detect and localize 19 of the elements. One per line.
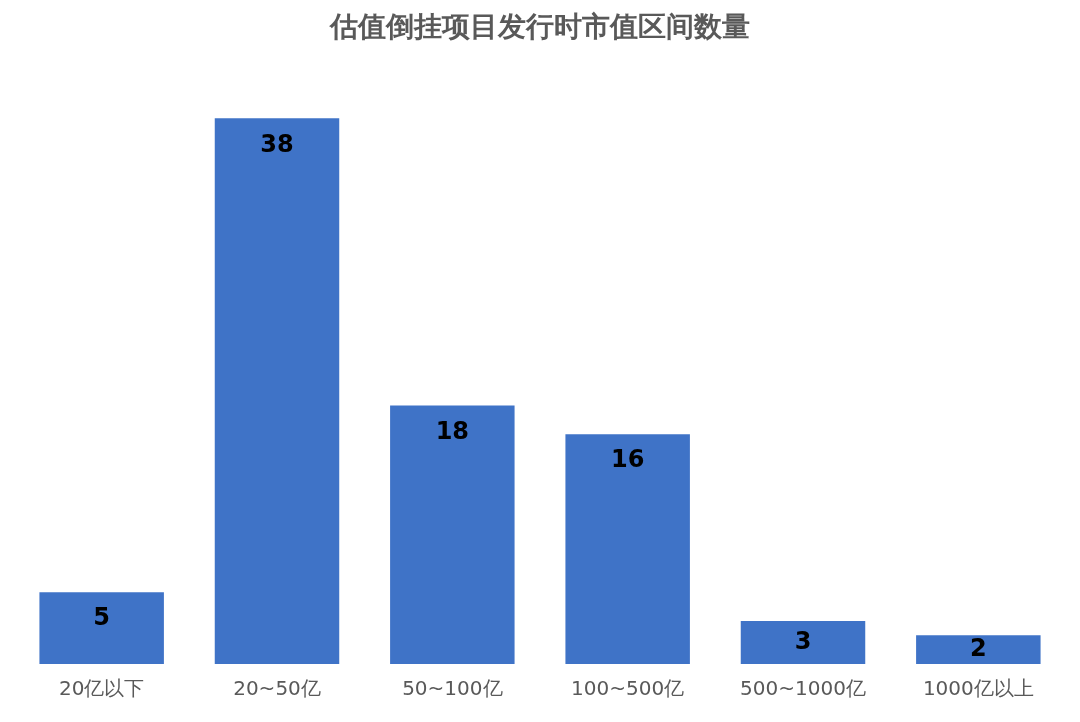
x-tick-label: 20~50亿	[233, 676, 321, 701]
data-label: 18	[435, 416, 470, 445]
x-tick-label: 500~1000亿	[740, 676, 866, 701]
x-tick-label: 50~100亿	[402, 676, 503, 701]
bar	[916, 635, 1041, 664]
data-label: 16	[610, 445, 645, 474]
x-tick-label: 1000亿以上	[922, 676, 1034, 701]
bar	[214, 118, 340, 664]
data-label: 3	[794, 626, 812, 655]
bar	[390, 405, 515, 664]
chart-title: 估值倒挂项目发行时市值区间数量	[328, 10, 750, 44]
data-label: 38	[260, 129, 294, 158]
data-label: 2	[969, 633, 987, 662]
bar	[39, 592, 164, 664]
data-label: 5	[93, 603, 111, 632]
bar	[740, 620, 866, 664]
x-tick-label: 20亿以下	[58, 676, 145, 701]
bar	[565, 434, 690, 664]
x-tick-label: 100~500亿	[571, 676, 685, 701]
